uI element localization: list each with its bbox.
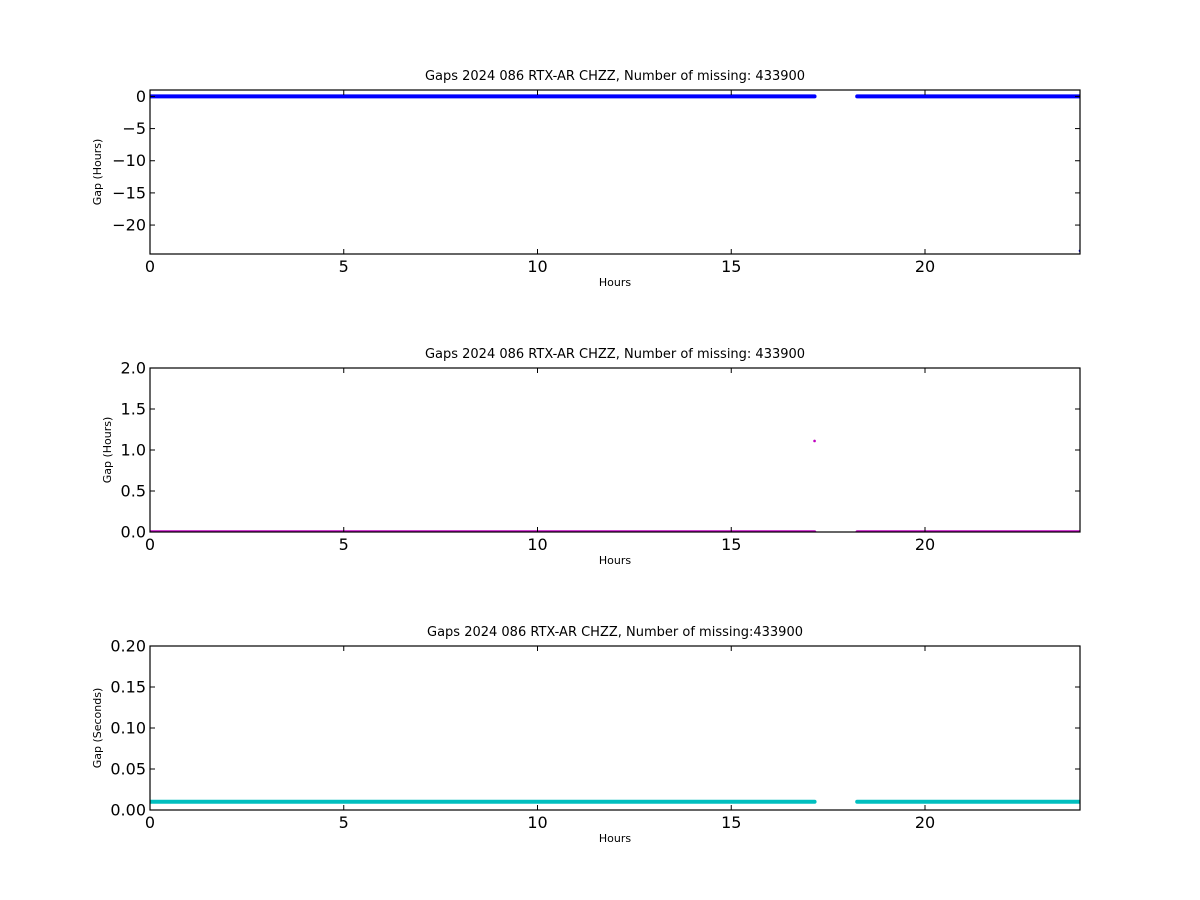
chart-panel-3: 0 5 10 15 20 0.00 0.05 0.10 0.15 0.20 Gaps 2024 08… xyxy=(91,625,1080,845)
y-tick-label: −5 xyxy=(122,119,146,138)
x-tick-label: 20 xyxy=(915,813,935,832)
y-tick-label: 0.0 xyxy=(121,523,146,542)
x-tick-label: 15 xyxy=(721,813,741,832)
x-tick-label: 0 xyxy=(145,813,155,832)
y-tick-label: 0.10 xyxy=(110,719,146,738)
y-tick-label: 0.15 xyxy=(110,678,146,697)
chart-title: Gaps 2024 086 RTX-AR CHZZ, Number of mis… xyxy=(425,347,805,362)
y-tick-label: −15 xyxy=(112,183,146,202)
plot-area xyxy=(150,96,1081,252)
plot-area xyxy=(150,440,1080,532)
x-tick-label: 20 xyxy=(915,535,935,554)
y-tick-label: 0.20 xyxy=(110,637,146,656)
y-tick-label: −20 xyxy=(112,216,146,235)
x-tick-label: 5 xyxy=(339,257,349,276)
chart-panel-2: 0 5 10 15 20 0.0 0.5 1.0 1.5 2.0 Gaps 2024 086 RTX… xyxy=(101,347,1080,567)
y-axis-label: Gap (Seconds) xyxy=(91,688,104,769)
axes-frame xyxy=(150,646,1080,810)
chart-title: Gaps 2024 086 RTX-AR CHZZ, Number of mis… xyxy=(425,69,805,84)
y-axis-label: Gap (Hours) xyxy=(101,417,114,484)
gaps-figure: 0 5 10 15 20 0 −5 −10 −15 −20 Gaps 2024 086 RTX-AR… xyxy=(0,0,1200,900)
chart-title: Gaps 2024 086 RTX-AR CHZZ, Number of mis… xyxy=(427,625,803,640)
y-tick-label: 1.5 xyxy=(121,400,146,419)
x-tick-label: 20 xyxy=(915,257,935,276)
y-tick-label: 0.00 xyxy=(110,801,146,820)
y-tick-label: 1.0 xyxy=(121,441,146,460)
x-tick-label: 0 xyxy=(145,257,155,276)
x-tick-label: 15 xyxy=(721,535,741,554)
y-tick-label: 0.05 xyxy=(110,760,146,779)
y-axis-label: Gap (Hours) xyxy=(91,139,104,206)
axes-frame xyxy=(150,90,1080,254)
x-axis-label: Hours xyxy=(599,832,631,845)
x-tick-label: 10 xyxy=(527,257,547,276)
x-tick-label: 5 xyxy=(339,813,349,832)
y-tick-label: 2.0 xyxy=(121,359,146,378)
axes-frame xyxy=(150,368,1080,532)
x-tick-label: 5 xyxy=(339,535,349,554)
x-tick-label: 10 xyxy=(527,813,547,832)
x-tick-label: 0 xyxy=(145,535,155,554)
y-tick-label: −10 xyxy=(112,151,146,170)
y-tick-label: 0 xyxy=(136,87,146,106)
y-tick-label: 0.5 xyxy=(121,482,146,501)
x-axis-label: Hours xyxy=(599,554,631,567)
data-point-1 xyxy=(813,440,816,443)
x-tick-label: 10 xyxy=(527,535,547,554)
x-axis-label: Hours xyxy=(599,276,631,289)
chart-panel-1: 0 5 10 15 20 0 −5 −10 −15 −20 Gaps 2024 086 RTX-AR… xyxy=(91,69,1081,289)
x-tick-label: 15 xyxy=(721,257,741,276)
